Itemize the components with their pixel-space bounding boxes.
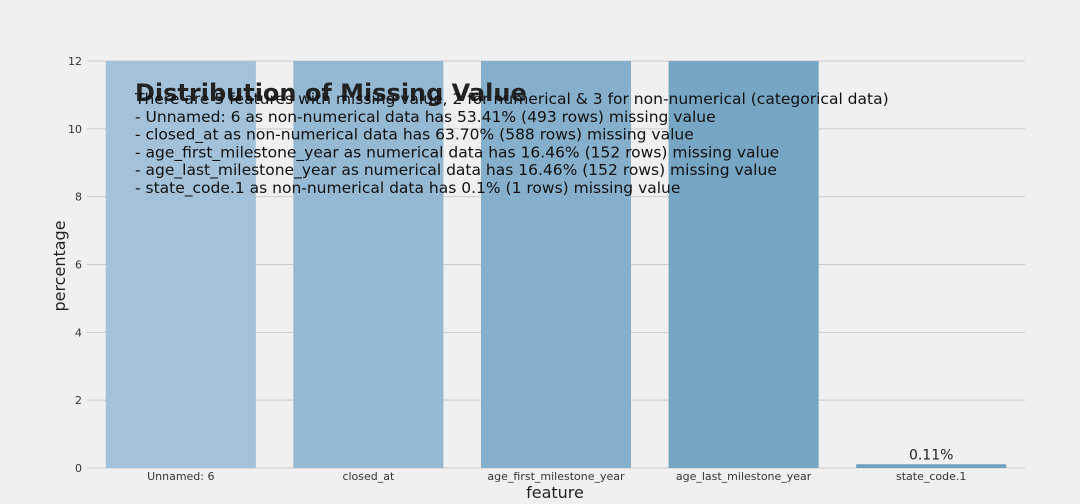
x-tick-label: state_code.1 (896, 470, 966, 483)
bar-value-labels: 0.11% (909, 447, 953, 463)
y-tick-label: 10 (68, 123, 82, 136)
y-tick-labels: 0 2 4 6 8 10 12 (68, 55, 82, 475)
x-axis-label: feature (526, 483, 584, 502)
y-tick-label: 12 (68, 55, 82, 68)
annotation-line: - closed_at as non-numerical data has 63… (135, 126, 694, 145)
bars (105, 61, 1007, 468)
bar-value-label: 0.11% (909, 447, 953, 463)
bar (856, 464, 1007, 468)
chart-title: Distribution of Missing Value (135, 79, 527, 107)
y-axis-label: percentage (50, 220, 69, 311)
bar (668, 61, 819, 468)
annotation-line: There are 5 features with missing value,… (134, 90, 889, 108)
bar (480, 61, 632, 468)
x-tick-label: age_last_milestone_year (676, 470, 812, 483)
x-tick-label: closed_at (342, 470, 395, 483)
annotation-text: There are 5 features with missing value,… (134, 90, 889, 198)
x-tick-labels: Unnamed: 6 closed_at age_first_milestone_y… (147, 470, 966, 483)
y-tick-label: 0 (75, 462, 82, 475)
x-tick-label: Unnamed: 6 (147, 470, 214, 483)
bar (105, 61, 256, 468)
y-tick-label: 6 (75, 259, 82, 272)
bar (293, 61, 444, 468)
y-tick-label: 2 (75, 394, 82, 407)
x-tick-label: age_first_milestone_year (487, 470, 625, 483)
annotation-line: - state_code.1 as non-numerical data has… (135, 179, 680, 198)
annotation-line: - Unnamed: 6 as non-numerical data has 5… (135, 108, 716, 126)
annotation-line: - age_first_milestone_year as numerical … (135, 143, 779, 162)
y-tick-label: 4 (75, 326, 82, 339)
y-tick-label: 8 (75, 191, 82, 204)
annotation-line: - age_last_milestone_year as numerical d… (135, 161, 777, 180)
